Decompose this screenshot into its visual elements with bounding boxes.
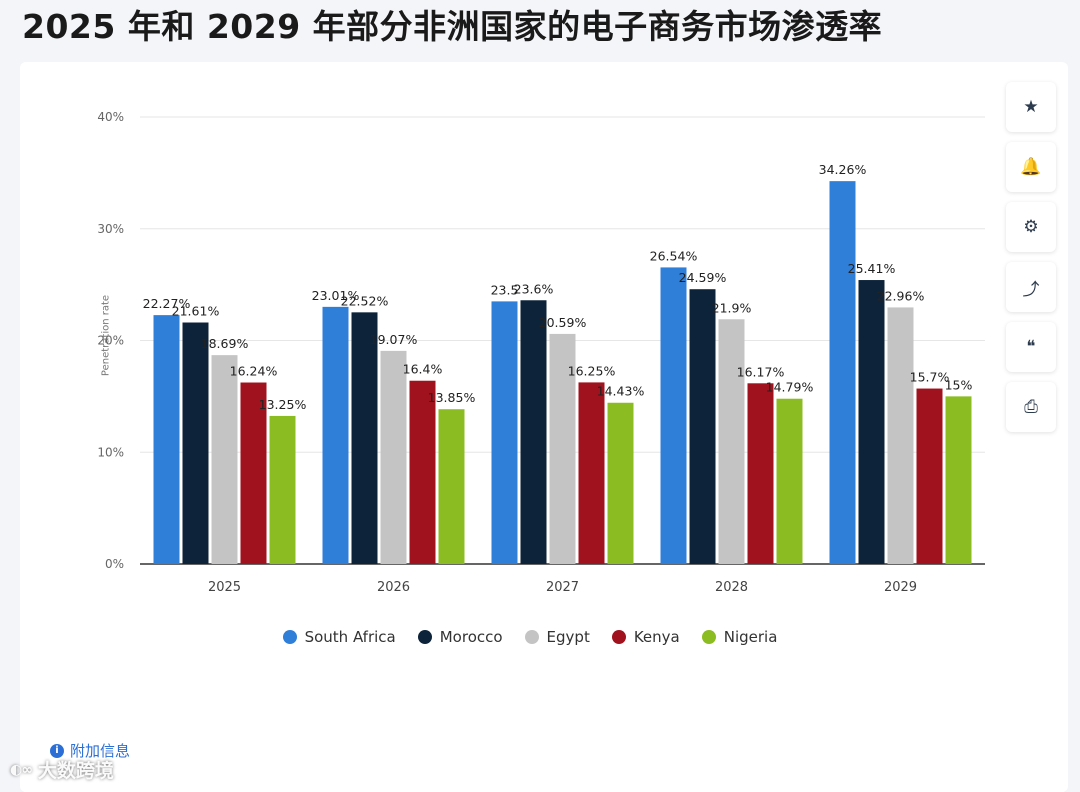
bar <box>776 398 803 564</box>
data-label: 23.01% <box>312 288 360 303</box>
data-label: 13.85% <box>428 390 476 405</box>
legend-swatch <box>282 630 297 644</box>
legend-item[interactable]: South Africa <box>282 628 396 646</box>
quote-icon: ❝ <box>1026 337 1036 357</box>
data-label: 24.59% <box>679 270 727 285</box>
share-icon: ⤴ <box>1022 279 1040 300</box>
bar <box>269 415 296 564</box>
gear-button[interactable]: ⚙ <box>1006 202 1056 252</box>
legend-label: Egypt <box>546 628 590 646</box>
print-button[interactable]: ⎙ <box>1006 382 1056 432</box>
legend-swatch <box>417 630 432 644</box>
data-label: 16.17% <box>737 364 785 379</box>
x-tick-label: 2029 <box>884 580 917 595</box>
data-label: 25.41% <box>848 261 896 276</box>
bar <box>858 280 885 564</box>
watermark: ◐∞ 大数跨境 <box>10 756 114 783</box>
y-axis-label: Penetration rate <box>100 294 112 377</box>
bar <box>351 312 378 564</box>
legend-swatch <box>701 630 716 644</box>
data-label: 13.25% <box>259 397 307 412</box>
chart-toolbar: ★ 🔔 ⚙ ⤴ ❝ ⎙ <box>1006 82 1058 432</box>
data-label: 14.43% <box>597 384 645 399</box>
bar <box>240 382 267 564</box>
bar <box>380 350 407 564</box>
legend-item[interactable]: Kenya <box>611 628 680 646</box>
info-icon: i <box>50 743 64 758</box>
legend-swatch <box>611 630 626 644</box>
data-label: 20.59% <box>539 315 587 330</box>
bar <box>916 388 943 564</box>
y-tick-label: 0% <box>105 557 124 571</box>
legend-swatch <box>524 630 539 644</box>
bar <box>549 333 576 564</box>
quote-button[interactable]: ❝ <box>1006 322 1056 372</box>
bar <box>182 322 209 564</box>
data-label: 23.5 <box>491 282 519 297</box>
legend-item[interactable]: Egypt <box>524 628 590 646</box>
x-tick-label: 2027 <box>546 580 579 595</box>
star-icon: ★ <box>1023 97 1039 117</box>
bar <box>438 409 465 564</box>
gear-icon: ⚙ <box>1023 217 1039 237</box>
data-label: 34.26% <box>819 162 867 177</box>
data-label: 21.9% <box>712 300 752 315</box>
x-tick-label: 2028 <box>715 580 748 595</box>
bar <box>491 301 518 564</box>
data-label: 23.6% <box>514 281 554 296</box>
x-tick-label: 2026 <box>377 580 410 595</box>
data-label: 14.79% <box>766 380 814 395</box>
data-label: 16.24% <box>230 364 278 379</box>
legend-label: Kenya <box>633 628 680 646</box>
legend-item[interactable]: Morocco <box>417 628 503 646</box>
y-tick-label: 10% <box>97 445 124 459</box>
share-button[interactable]: ⤴ <box>1006 262 1056 312</box>
legend-label: Nigeria <box>723 628 778 646</box>
bar <box>322 306 349 564</box>
data-label: 22.27% <box>143 296 191 311</box>
bar <box>578 382 605 564</box>
additional-info-label: 附加信息 <box>70 742 131 760</box>
bar <box>945 396 972 564</box>
bar <box>660 267 687 564</box>
y-tick-label: 40% <box>97 110 124 124</box>
bar <box>211 355 238 564</box>
bar <box>718 319 745 564</box>
page-title: 2025 年和 2029 年部分非洲国家的电子商务市场渗透率 <box>22 7 883 46</box>
data-label: 26.54% <box>650 248 698 263</box>
watermark-text: 大数跨境 <box>37 760 114 782</box>
legend-label: South Africa <box>304 628 396 646</box>
legend-item[interactable]: Nigeria <box>701 628 778 646</box>
data-label: 21.61% <box>172 304 220 319</box>
y-tick-label: 20% <box>97 334 124 348</box>
x-tick-label: 2025 <box>208 580 241 595</box>
star-button[interactable]: ★ <box>1006 82 1056 132</box>
data-label: 22.96% <box>877 288 925 303</box>
bar <box>747 383 774 564</box>
data-label: 18.69% <box>201 336 249 351</box>
bar <box>689 289 716 564</box>
bar <box>409 380 436 564</box>
data-label: 16.25% <box>568 363 616 378</box>
watermark-logo-icon: ◐∞ <box>10 761 33 778</box>
data-label: 15% <box>945 377 973 392</box>
chart-legend: South Africa Morocco Egypt Kenya Nigeria <box>0 628 1060 646</box>
additional-info-link[interactable]: i 附加信息 <box>50 740 130 761</box>
data-label: 22.52% <box>341 293 389 308</box>
bell-icon: 🔔 <box>1020 157 1042 177</box>
bar <box>829 181 856 564</box>
bell-button[interactable]: 🔔 <box>1006 142 1056 192</box>
data-label: 16.4% <box>403 362 443 377</box>
bar <box>520 300 547 564</box>
data-label: 15.7% <box>910 370 950 385</box>
legend-label: Morocco <box>439 628 503 646</box>
bar <box>153 315 180 564</box>
y-tick-label: 30% <box>97 222 124 236</box>
bar <box>607 402 634 564</box>
bar <box>887 307 914 564</box>
print-icon: ⎙ <box>1024 397 1038 417</box>
data-label: 19.07% <box>370 332 418 347</box>
